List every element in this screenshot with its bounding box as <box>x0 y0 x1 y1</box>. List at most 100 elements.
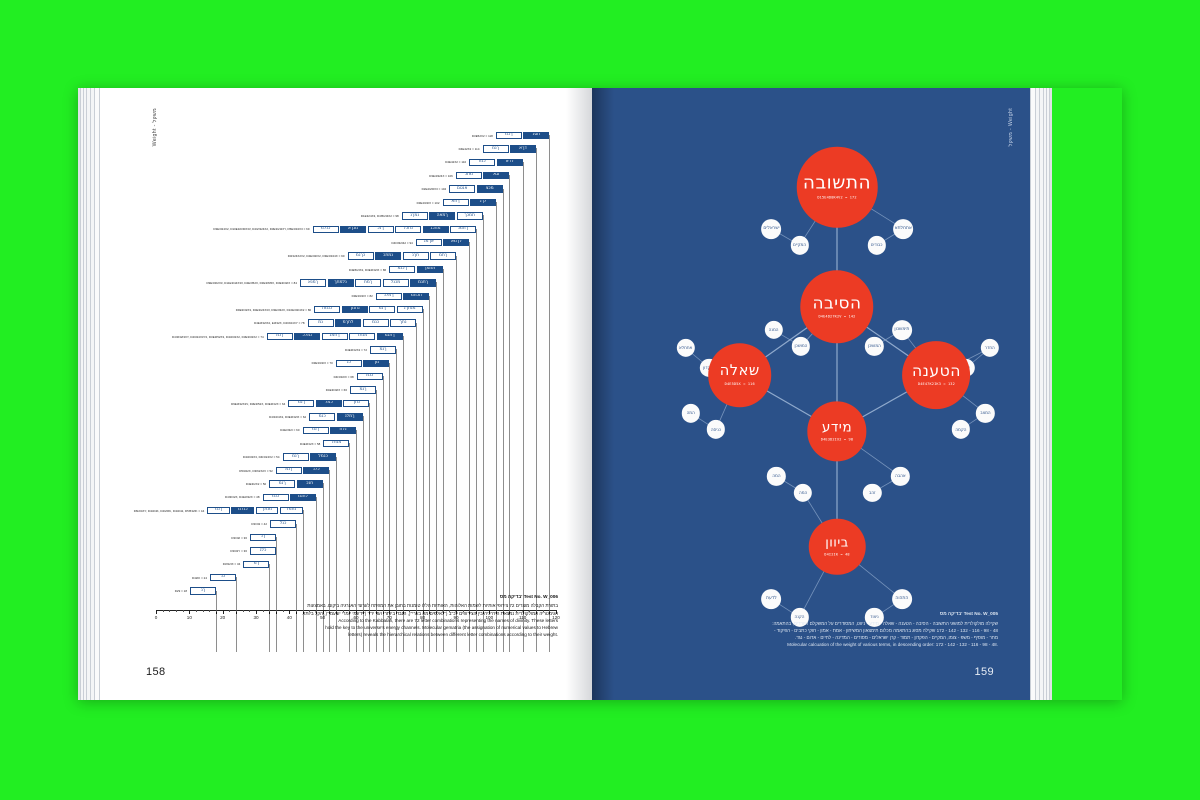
gematria-bar-chart: ךכמ חטנ D3E52X2 = 118 ךנמ דךא D4E42X2 = 114 כנ… <box>134 130 556 652</box>
letter-combination-box: כנמ <box>262 493 289 502</box>
letter-combination-box: לךמא <box>443 238 470 247</box>
minor-node[interactable]: הקמה <box>951 420 971 439</box>
minor-node[interactable]: כניסה <box>706 420 726 439</box>
chart-row-label: D4E3I32X = 58 <box>300 441 321 446</box>
chart-guideline <box>296 523 297 652</box>
chart-row-label: D4I3I32X, D4E3I32X = 48 <box>225 495 260 500</box>
chart-guideline <box>276 550 277 652</box>
chart-guideline <box>302 510 304 652</box>
axis-minor-tick <box>182 610 184 612</box>
minor-node[interactable]: החדר <box>980 338 999 358</box>
minor-node[interactable]: המושכן <box>865 337 884 356</box>
major-node[interactable]: הסיבה D4E4D27K2V = 142 <box>800 269 874 344</box>
axis-minor-tick <box>542 610 544 612</box>
letter-combination-box: נמלכ <box>294 332 321 341</box>
chart-row-label: D3E4I32IX = 102 <box>416 200 440 205</box>
minor-node[interactable]: תימשכון <box>891 320 912 340</box>
minor-node[interactable]: המה <box>793 483 813 502</box>
page-edge-leaf <box>1046 88 1049 700</box>
minor-node[interactable]: אתחלתא <box>893 219 914 239</box>
minor-node[interactable]: המושכן <box>791 337 811 356</box>
chart-bar: ךנמ כנמל <box>282 453 336 461</box>
chart-row-label: D3I32IX = 34 <box>222 562 241 567</box>
major-node[interactable]: הטענה D4E47K2IK3 = 132 <box>902 341 971 410</box>
major-node[interactable]: ביוון D4I2IK = 48 <box>808 518 866 576</box>
chart-guideline <box>216 590 217 652</box>
minor-node[interactable]: המה <box>767 467 786 486</box>
letter-combination-box: מנךא <box>340 225 366 234</box>
axis-tick-label: 20 <box>220 615 226 620</box>
chart-row-label: D3I32I = 36 <box>231 535 247 540</box>
minor-node[interactable]: המה <box>681 403 700 423</box>
chart-bar: ךנמ חנכ <box>269 480 323 488</box>
letter-combination-box: נחך <box>390 319 416 327</box>
chart-bar: כנל <box>270 520 296 528</box>
letter-combination-box: לחנמ <box>290 493 316 502</box>
minor-node[interactable]: לדעת <box>761 589 782 610</box>
page-edge-leaf <box>78 88 81 700</box>
chart-row: כךנמ נמתכ חךנ ךתמ D4I324X2V2, D4E3I2IX2, D3E… <box>156 251 556 262</box>
chart-row-label: D4I3I32I3XY, D4I324X3Y2, D3E3I52X3, D4I2… <box>172 334 264 339</box>
node-label: הטענה <box>911 361 961 380</box>
minor-node[interactable]: אהבה <box>891 467 910 486</box>
node-label: התהוה <box>895 595 909 601</box>
chart-guideline <box>456 255 457 652</box>
axis-minor-tick <box>282 610 284 612</box>
axis-minor-tick <box>476 610 477 612</box>
letter-combination-box: ךתנמ <box>376 332 403 341</box>
minor-node[interactable]: זהב <box>863 483 882 502</box>
axis-minor-tick <box>462 610 464 612</box>
minor-node[interactable]: אתחלא <box>676 338 695 358</box>
minor-node[interactable]: התהוה <box>891 589 912 610</box>
letter-combination-box: תמכך <box>456 212 483 220</box>
chart-row-label: D29 = 18 <box>174 589 187 594</box>
axis-tick <box>489 610 491 614</box>
axis-tick-label: 10 <box>186 615 192 620</box>
chart-row: ךנמ חנכ D4E3I2X2 = 50 <box>156 478 556 489</box>
axis-minor-tick <box>362 610 364 612</box>
chart-bar: אנטם מכצ <box>449 185 503 193</box>
major-node[interactable]: מידע D4E3D2IX2 = 98 <box>807 401 867 461</box>
chart-guideline <box>376 389 377 652</box>
chart-row-label: D42IK = 24 <box>191 575 207 580</box>
axis-tick <box>422 610 424 614</box>
minor-node[interactable]: כבודים <box>867 235 886 255</box>
caption-english-line: hold the key to the universe's energy ch… <box>325 624 558 630</box>
letter-combination-box: ךנמ <box>207 506 230 515</box>
major-node[interactable]: שאלה D4E5D5X = 116 <box>707 343 772 408</box>
axis-minor-tick <box>349 610 350 612</box>
node-label: אתחלתא <box>894 225 912 231</box>
axis-minor-tick <box>429 610 430 612</box>
chart-guideline <box>509 175 510 652</box>
chart-row-label: D3E3I32IX = 82 <box>351 294 373 299</box>
minor-node[interactable]: ניצוד <box>865 608 884 627</box>
axis-minor-tick <box>336 610 337 612</box>
axis-tick <box>289 610 291 614</box>
letter-combination-box: אנטם <box>449 185 476 193</box>
letter-combination-box: ךכמ <box>495 131 522 140</box>
chart-row-label: D9E3I3I2X3, D11E3I44X3V, D4E3I52X, D3E3I… <box>206 280 297 285</box>
chart-row-label: D9E3I32X3, D4E3I24X3V, D3E3I32X, D10E3I2… <box>235 307 312 312</box>
axis-tick <box>522 610 524 614</box>
minor-node[interactable]: ישראלים <box>761 219 782 239</box>
chart-bar: ךחא לךנ <box>442 198 496 207</box>
axis-minor-tick <box>416 610 417 612</box>
chart-bar: ךנמ נמלכ ךחמנ מנתל ךתנמ <box>266 332 403 341</box>
letter-combination-box: כמל <box>315 399 342 408</box>
axis-minor-tick <box>309 610 310 612</box>
chart-row-label: D5I322X, D3I62X2V = 52 <box>239 468 273 473</box>
major-node[interactable]: התשובה D15E4D8K4V2 = 172 <box>796 147 878 228</box>
axis-minor-tick <box>449 610 450 612</box>
minor-node[interactable]: המנה <box>764 320 783 340</box>
caption-title-right: בדיקה מס' Test No. W_005 <box>939 611 998 617</box>
letter-combination-box: מכנל <box>382 279 409 287</box>
letter-combination-box: נחמך <box>341 305 368 314</box>
caption-english-line: According to the Kabbalah, there are 72 … <box>338 617 558 623</box>
minor-node[interactable]: המצב <box>976 403 995 423</box>
chart-row: נמךנ ךמאה תמכך D1E324X3, D4I5I2I4X2 = 98 <box>156 210 556 221</box>
chart-guideline <box>322 483 324 652</box>
node-label: ישראלים <box>763 225 780 231</box>
page-edge-leaf <box>84 88 87 700</box>
minor-node[interactable]: הקנה <box>790 608 809 627</box>
minor-node[interactable]: המקיים <box>790 235 809 255</box>
